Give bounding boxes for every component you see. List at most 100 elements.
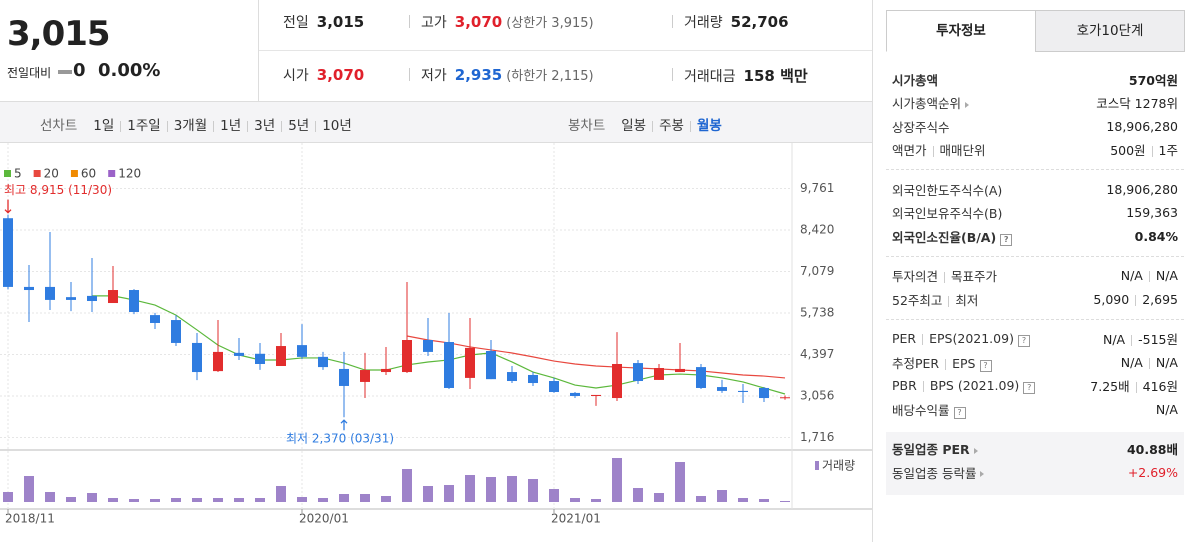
y-tick-label: 9,761	[800, 181, 834, 195]
separator	[932, 146, 934, 157]
label-text: 시가총액순위	[892, 96, 962, 111]
info-value: N/A N/A	[1121, 268, 1178, 283]
volume-bar	[612, 458, 622, 502]
shaded-group	[886, 431, 1184, 495]
tab[interactable]: 투자정보	[886, 10, 1036, 52]
info-value: N/A N/A	[1121, 355, 1178, 370]
info-label: PER EPS(2021.09)?	[892, 331, 1030, 347]
volume-bar	[738, 498, 748, 502]
value-text: N/A	[1103, 332, 1126, 347]
candle-body	[423, 340, 433, 352]
candle-body	[507, 372, 517, 382]
volume-bar	[675, 462, 685, 502]
candle-option[interactable]: 월봉	[696, 118, 722, 134]
candle-body	[3, 218, 13, 287]
stat: 전일 3,015	[283, 12, 364, 32]
period-option[interactable]: 3개월	[173, 118, 208, 134]
volume-bar	[759, 499, 769, 502]
info-row: 추정PER EPS? N/A N/A	[892, 351, 1178, 373]
info-label: 외국인소진율(B/A)?	[892, 227, 1013, 246]
group-divider	[886, 255, 1184, 257]
separator	[944, 272, 946, 283]
legend-label: 120	[118, 167, 141, 181]
volume-bar	[213, 498, 223, 502]
info-row: 액면가 매매단위 500원 1주	[892, 139, 1178, 161]
current-price: 3,015	[7, 14, 111, 54]
volume-bar	[171, 498, 181, 502]
tab[interactable]: 호가10단계	[1035, 10, 1185, 52]
period-option[interactable]: 1년	[220, 118, 242, 134]
separator	[166, 120, 168, 132]
volume-bar	[318, 498, 328, 502]
help-icon[interactable]: ?	[979, 359, 992, 372]
volume-bar	[696, 496, 706, 502]
stat-value: 52,706	[730, 13, 789, 31]
candle-body	[87, 295, 97, 302]
label-text: 추정PER	[892, 355, 940, 371]
info-value: 18,906,280	[1106, 182, 1178, 197]
x-tick-label: 2020/01	[299, 512, 349, 526]
info-value: 159,363	[1126, 205, 1178, 220]
candle-option[interactable]: 일봉	[621, 118, 647, 134]
candle-label: 봉차트	[568, 118, 606, 134]
period-option[interactable]: 5년	[288, 118, 310, 134]
label-text: 시가총액	[892, 72, 939, 88]
help-icon[interactable]: ?	[1017, 334, 1030, 347]
candle-body	[129, 290, 139, 312]
separator	[948, 295, 950, 307]
period-option[interactable]: 1일	[93, 118, 115, 134]
y-tick-label: 1,716	[800, 430, 834, 444]
info-label: 액면가 매매단위	[892, 140, 986, 159]
y-tick-label: 3,056	[800, 388, 834, 402]
value-text: 7.25배	[1090, 379, 1130, 394]
help-icon[interactable]: ?	[1000, 233, 1013, 246]
value-text: +2.69%	[1127, 464, 1178, 480]
separator	[1131, 335, 1133, 346]
separator	[922, 380, 924, 392]
label-text: 배당수익률	[892, 402, 950, 418]
separator	[672, 15, 673, 28]
period-option[interactable]: 3년	[254, 118, 276, 134]
label-text: 52주최고	[892, 292, 943, 308]
period-option[interactable]: 10년	[322, 118, 352, 134]
moving-average	[92, 295, 786, 395]
candle-body	[192, 342, 202, 373]
period-option[interactable]: 1주일	[127, 118, 161, 134]
line-options: 선차트 1일 1주일 3개월 1년 3년 5년 10년	[40, 114, 352, 134]
volume-bar	[633, 488, 643, 502]
volume-bar	[570, 498, 580, 502]
volume-bar	[66, 497, 76, 502]
legend-swatch	[4, 170, 11, 177]
y-tick-label: 5,738	[800, 305, 834, 319]
volume-bar	[423, 486, 433, 502]
label-text: 외국인소진율(B/A)	[892, 229, 997, 245]
volume-bar	[24, 476, 34, 502]
volume-bar	[297, 497, 307, 502]
y-tick-label: 4,397	[800, 347, 834, 361]
value-text: 코스닥 1278위	[1096, 96, 1178, 111]
candle-body	[654, 368, 664, 380]
help-icon[interactable]: ?	[953, 406, 966, 419]
annotation: 최저 2,370 (03/31)	[286, 432, 394, 446]
volume-bar	[129, 499, 139, 502]
annotation-arrow	[4, 199, 12, 214]
separator	[409, 68, 410, 81]
change-label: 전일대비	[7, 66, 52, 80]
separator	[213, 120, 215, 132]
help-icon[interactable]: ?	[1023, 381, 1036, 394]
stat-label: 고가	[421, 15, 447, 31]
value-text: 2,695	[1142, 291, 1178, 307]
separator	[945, 358, 947, 370]
label-text: 투자의견	[892, 269, 939, 284]
volume-bar	[192, 498, 202, 502]
volume-bar	[780, 501, 790, 502]
candle-body	[402, 340, 412, 373]
candle-body	[675, 368, 685, 373]
stat-value: 3,070	[316, 66, 365, 84]
stat-note: (상한가 3,915)	[506, 16, 594, 31]
info-label: 시가총액	[892, 70, 938, 89]
candle-option[interactable]: 주봉	[659, 118, 684, 134]
volume-bar	[150, 499, 160, 502]
candle-body	[612, 363, 622, 399]
label-text: 외국인한도주식수(A)	[892, 182, 1003, 198]
